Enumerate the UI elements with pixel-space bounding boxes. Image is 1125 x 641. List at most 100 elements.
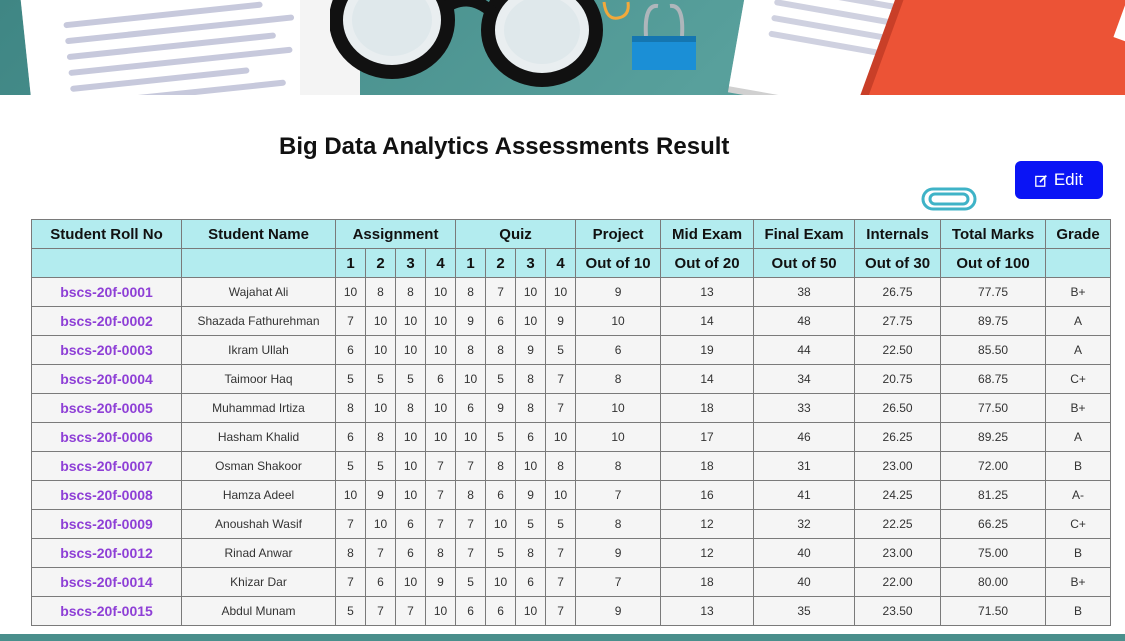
student-name-cell: Wajahat Ali — [181, 277, 336, 307]
assignment-score-cell: 10 — [365, 335, 396, 365]
internals-score-cell: 26.50 — [854, 393, 942, 423]
internals-score-cell: 20.75 — [854, 364, 942, 394]
grade-cell: B+ — [1045, 567, 1112, 597]
quiz-score-cell: 5 — [485, 422, 517, 452]
quiz-score-cell: 10 — [485, 567, 517, 597]
quiz-score-cell: 6 — [515, 422, 547, 452]
internals-score-cell: 26.25 — [854, 422, 942, 452]
quiz-score-cell: 8 — [455, 480, 487, 510]
assignment-score-cell: 10 — [395, 451, 426, 481]
total-marks-cell: 81.25 — [940, 480, 1047, 510]
subheader-quiz-3: 3 — [515, 248, 547, 278]
roll-no-link[interactable]: bscs-20f-0008 — [31, 480, 182, 510]
assignment-score-cell: 8 — [395, 277, 426, 307]
assignment-score-cell: 5 — [335, 451, 366, 481]
table-row: bscs-20f-0015 Abdul Munam 5 7 7 10 6 6 10 7 9 13 35 2… — [31, 596, 1112, 626]
roll-no-link[interactable]: bscs-20f-0005 — [31, 393, 182, 423]
roll-no-link[interactable]: bscs-20f-0015 — [31, 596, 182, 626]
total-marks-cell: 89.75 — [940, 306, 1047, 336]
subheader-quiz-4: 4 — [545, 248, 577, 278]
table-header: Student Roll No Student Name Assignment … — [31, 219, 1112, 278]
student-name-cell: Anoushah Wasif — [181, 509, 336, 539]
final-exam-score-cell: 38 — [753, 277, 856, 307]
assignment-score-cell: 6 — [335, 335, 366, 365]
total-marks-cell: 66.25 — [940, 509, 1047, 539]
quiz-score-cell: 7 — [455, 451, 487, 481]
mid-exam-score-cell: 17 — [660, 422, 755, 452]
mid-exam-score-cell: 16 — [660, 480, 755, 510]
quiz-score-cell: 9 — [545, 306, 577, 336]
final-exam-score-cell: 40 — [753, 538, 856, 568]
mid-exam-score-cell: 18 — [660, 567, 755, 597]
quiz-score-cell: 7 — [455, 538, 487, 568]
quiz-score-cell: 7 — [485, 277, 517, 307]
quiz-score-cell: 10 — [515, 451, 547, 481]
total-marks-cell: 77.50 — [940, 393, 1047, 423]
assignment-score-cell: 5 — [365, 364, 396, 394]
quiz-score-cell: 6 — [485, 480, 517, 510]
table-row: bscs-20f-0007 Osman Shakoor 5 5 10 7 7 8 10 8 8 18 3… — [31, 451, 1112, 481]
student-name-cell: Osman Shakoor — [181, 451, 336, 481]
internals-score-cell: 24.25 — [854, 480, 942, 510]
roll-no-link[interactable]: bscs-20f-0001 — [31, 277, 182, 307]
mid-exam-score-cell: 18 — [660, 393, 755, 423]
assignment-score-cell: 10 — [335, 480, 366, 510]
paperclip-icon — [1028, 111, 1063, 161]
header-project: Project — [575, 219, 662, 249]
quiz-score-cell: 7 — [545, 596, 577, 626]
assignment-score-cell: 7 — [424, 509, 457, 539]
roll-no-link[interactable]: bscs-20f-0007 — [31, 451, 182, 481]
paperclip-icon — [921, 187, 977, 211]
edit-button[interactable]: Edit — [1015, 161, 1103, 199]
assignment-score-cell: 10 — [365, 306, 396, 336]
student-name-cell: Hasham Khalid — [181, 422, 336, 452]
assignment-score-cell: 10 — [365, 509, 396, 539]
assignment-score-cell: 8 — [365, 422, 396, 452]
table-row: bscs-20f-0004 Taimoor Haq 5 5 5 6 10 5 8 7 8 14 34 20… — [31, 364, 1112, 394]
header-mid-exam: Mid Exam — [660, 219, 755, 249]
roll-no-link[interactable]: bscs-20f-0003 — [31, 335, 182, 365]
grade-cell: B — [1045, 451, 1112, 481]
quiz-score-cell: 9 — [455, 306, 487, 336]
quiz-score-cell: 7 — [545, 538, 577, 568]
mid-exam-score-cell: 19 — [660, 335, 755, 365]
assignment-score-cell: 10 — [395, 567, 426, 597]
total-marks-cell: 72.00 — [940, 451, 1047, 481]
subheader-total-marks: Out of 100 — [940, 248, 1047, 278]
total-marks-cell: 71.50 — [940, 596, 1047, 626]
final-exam-score-cell: 32 — [753, 509, 856, 539]
internals-score-cell: 22.00 — [854, 567, 942, 597]
roll-no-link[interactable]: bscs-20f-0014 — [31, 567, 182, 597]
internals-score-cell: 23.00 — [854, 451, 942, 481]
total-marks-cell: 89.25 — [940, 422, 1047, 452]
quiz-score-cell: 5 — [545, 335, 577, 365]
subheader-assignment-4: 4 — [424, 248, 457, 278]
quiz-score-cell: 7 — [545, 567, 577, 597]
student-name-cell: Taimoor Haq — [181, 364, 336, 394]
quiz-score-cell: 8 — [455, 277, 487, 307]
assignment-score-cell: 10 — [424, 277, 457, 307]
assignment-score-cell: 10 — [395, 480, 426, 510]
quiz-score-cell: 8 — [515, 364, 547, 394]
final-exam-score-cell: 41 — [753, 480, 856, 510]
quiz-score-cell: 10 — [485, 509, 517, 539]
quiz-score-cell: 8 — [515, 538, 547, 568]
subheader-mid-exam: Out of 20 — [660, 248, 755, 278]
binder-clip-icon — [632, 3, 696, 70]
assignment-score-cell: 10 — [395, 335, 426, 365]
student-name-cell: Hamza Adeel — [181, 480, 336, 510]
quiz-score-cell: 10 — [545, 422, 577, 452]
roll-no-link[interactable]: bscs-20f-0012 — [31, 538, 182, 568]
roll-no-link[interactable]: bscs-20f-0009 — [31, 509, 182, 539]
internals-score-cell: 23.00 — [854, 538, 942, 568]
mid-exam-score-cell: 13 — [660, 277, 755, 307]
assignment-score-cell: 10 — [424, 335, 457, 365]
project-score-cell: 10 — [575, 422, 662, 452]
student-name-cell: Khizar Dar — [181, 567, 336, 597]
roll-no-link[interactable]: bscs-20f-0004 — [31, 364, 182, 394]
quiz-score-cell: 5 — [545, 509, 577, 539]
roll-no-link[interactable]: bscs-20f-0006 — [31, 422, 182, 452]
header-grade: Grade — [1045, 219, 1112, 249]
final-exam-score-cell: 48 — [753, 306, 856, 336]
roll-no-link[interactable]: bscs-20f-0002 — [31, 306, 182, 336]
